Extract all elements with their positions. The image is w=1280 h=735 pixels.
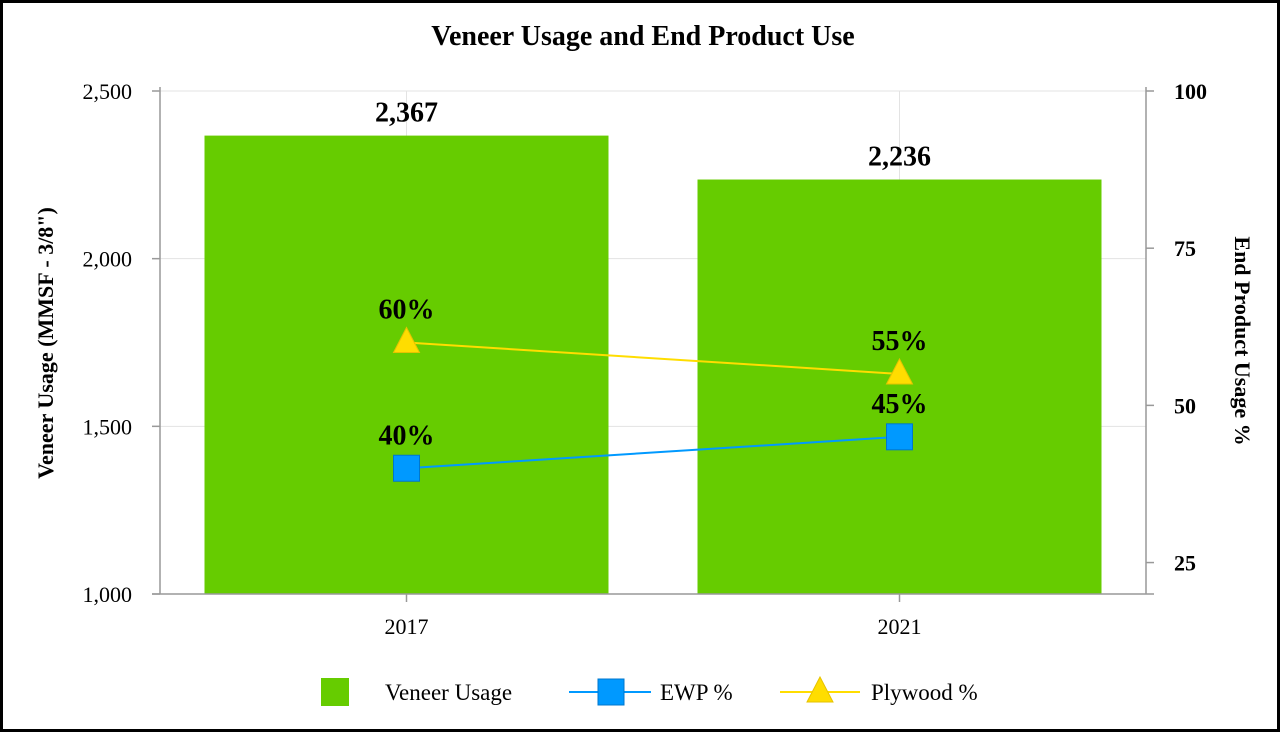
y-tick-label: 2,000 [83, 247, 133, 272]
y-axis-title: Veneer Usage (MMSF - 3/8") [33, 207, 58, 479]
line-value-label: 45% [872, 389, 928, 420]
bar-value-label: 2,236 [868, 142, 931, 173]
x-tick-label: 2017 [385, 614, 429, 639]
legend-label: Veneer Usage [385, 680, 512, 705]
ewp-marker [393, 454, 420, 482]
legend: Veneer Usage EWP % Plywood % [321, 675, 978, 706]
bar-2017 [204, 135, 609, 594]
line-plywood- [406, 341, 900, 375]
plywood-marker [885, 357, 914, 385]
x-tick-label: 2021 [878, 614, 922, 639]
bar-2021 [697, 179, 1102, 594]
line-value-label: 60% [379, 295, 435, 326]
legend-marker-plywood [806, 675, 834, 703]
chart: Veneer Usage and End Product Use 1,0001,… [33, 21, 1255, 706]
y-tick-label: 1,000 [83, 582, 133, 607]
line-value-label: 40% [379, 420, 435, 451]
tick-labels: 1,000 1,500 2,000 2,500 2017 2021 25 50 75 100 [83, 79, 1208, 639]
legend-marker-ewp [597, 678, 625, 706]
y2-tick-label: 75 [1174, 236, 1196, 261]
bar-value-label: 2,367 [375, 98, 438, 129]
data-labels: 2,367 2,236 40% 45% 60% 55% [375, 98, 931, 452]
y2-tick-label: 100 [1174, 79, 1207, 104]
line-value-label: 55% [872, 326, 928, 357]
y-tick-label: 2,500 [83, 79, 133, 104]
y2-axis-title: End Product Usage % [1230, 236, 1255, 445]
legend-label: Plywood % [871, 680, 978, 705]
y2-tick-label: 50 [1174, 393, 1196, 418]
bar-series [204, 135, 1102, 594]
y-tick-label: 1,500 [83, 414, 133, 439]
line-ewp- [406, 435, 900, 470]
axes [152, 87, 1154, 602]
y2-tick-label: 25 [1174, 551, 1196, 576]
chart-title: Veneer Usage and End Product Use [431, 21, 854, 52]
plywood-marker [392, 326, 421, 353]
legend-swatch-veneer [321, 678, 349, 706]
legend-label: EWP % [660, 680, 733, 705]
line-series [392, 326, 914, 482]
ewp-marker [886, 423, 913, 451]
